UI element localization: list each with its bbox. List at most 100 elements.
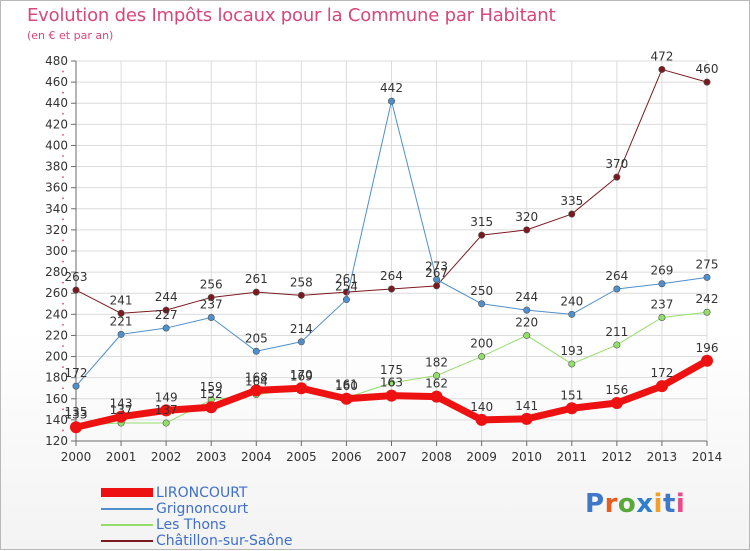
data-point-les-thons [387,379,395,387]
data-label-lironcourt: 133 [65,407,88,421]
data-label-grignoncourt: 172 [65,366,88,380]
x-tick-label: 2009 [466,450,497,464]
data-label-les-thons: 200 [470,337,493,351]
y-minor-tick [62,323,64,326]
y-minor-tick [62,176,64,179]
logo-letter: o [617,489,637,519]
legend-label: Châtillon-sur-Saône [156,533,293,549]
data-point-lironcourt [610,397,623,409]
data-point-ch-tillon-sur-sa-ne [613,173,621,181]
y-tick-label: 200 [45,350,68,364]
chart-title: Evolution des Impôts locaux pour la Comm… [27,5,556,26]
y-tick-label: 380 [45,160,68,174]
data-point-lironcourt [340,392,353,405]
x-tick-label: 2011 [557,450,588,464]
y-minor-tick [62,112,64,115]
data-point-ch-tillon-sur-sa-ne [162,306,170,314]
data-label-ch-tillon-sur-sa-ne: 258 [290,275,313,289]
y-tick-label: 240 [45,307,68,321]
data-point-ch-tillon-sur-sa-ne [207,293,215,301]
data-point-ch-tillon-sur-sa-ne [478,231,486,239]
x-tick-label: 2008 [421,450,452,464]
data-label-ch-tillon-sur-sa-ne: 472 [650,49,673,63]
legend-swatch-chatillon [101,540,153,542]
data-label-lironcourt: 172 [650,366,673,380]
data-point-grignoncourt [252,347,260,355]
y-minor-tick [62,70,64,73]
data-label-les-thons: 137 [155,403,178,417]
y-minor-tick [62,429,64,432]
data-label-grignoncourt: 227 [155,308,178,322]
y-tick-label: 300 [45,244,68,258]
data-label-les-thons: 242 [696,292,719,306]
data-label-ch-tillon-sur-sa-ne: 261 [245,272,268,286]
data-point-lironcourt [250,384,263,397]
y-minor-tick [62,281,64,284]
data-point-ch-tillon-sur-sa-ne [703,78,711,86]
y-tick-label: 280 [45,265,68,279]
data-label-les-thons: 137 [110,403,133,417]
data-point-grignoncourt [568,310,576,318]
y-tick-label: 400 [45,138,68,152]
y-minor-tick [62,133,64,136]
x-tick-label: 2003 [196,450,227,464]
data-label-grignoncourt: 244 [515,290,538,304]
data-label-grignoncourt: 250 [470,284,493,298]
data-point-grignoncourt [207,313,215,321]
data-label-grignoncourt: 240 [560,294,583,308]
data-label-lironcourt: 156 [605,383,628,397]
proxiti-logo: Proxiti [585,489,685,519]
data-point-lironcourt [520,412,533,425]
data-label-grignoncourt: 442 [380,81,403,95]
data-label-les-thons: 175 [380,363,403,377]
data-point-ch-tillon-sur-sa-ne [72,286,80,294]
data-label-lironcourt: 149 [155,390,178,404]
y-tick-label: 320 [45,223,68,237]
data-label-grignoncourt: 254 [335,280,358,294]
y-tick-label: 360 [45,181,68,195]
y-tick-label: 220 [45,328,68,342]
y-minor-tick [62,345,64,347]
data-label-ch-tillon-sur-sa-ne: 315 [470,215,493,229]
legend-swatch-les-thons [101,524,153,526]
x-tick-label: 2006 [331,450,362,464]
series-lines [70,65,713,434]
data-point-lironcourt [385,389,398,402]
data-point-ch-tillon-sur-sa-ne [433,282,441,290]
data-point-lironcourt [205,401,218,414]
data-point-les-thons [613,341,621,349]
data-point-grignoncourt [387,97,395,105]
data-label-grignoncourt: 214 [290,322,313,336]
data-point-lironcourt [70,421,82,434]
data-labels: 263 241 244 256 261 258 261 264 267 315 320 335 370 4… [65,49,719,421]
data-label-grignoncourt: 221 [110,314,133,328]
data-label-les-thons: 161 [335,378,358,392]
legend-label: LIRONCOURT [156,485,248,501]
y-tick-label: 180 [45,371,68,385]
data-point-les-thons [162,419,170,427]
x-tick-label: 2005 [286,450,317,464]
data-label-lironcourt: 151 [560,388,583,402]
data-point-ch-tillon-sur-sa-ne [117,309,125,317]
data-point-ch-tillon-sur-sa-ne [658,65,666,73]
logo-letter: i [675,489,686,519]
data-point-grignoncourt [433,275,441,283]
data-label-lironcourt: 196 [696,341,719,355]
x-tick-label: 2012 [602,450,633,464]
y-minor-tick [62,408,64,411]
data-label-grignoncourt: 205 [245,331,268,345]
data-point-grignoncourt [72,382,80,390]
y-minor-tick [62,387,64,390]
data-point-les-thons [703,308,711,316]
y-tick-label: 460 [45,75,68,89]
data-label-ch-tillon-sur-sa-ne: 244 [155,290,178,304]
data-label-grignoncourt: 275 [696,257,719,271]
data-point-grignoncourt [117,330,125,338]
legend-label: Grignoncourt [156,501,249,517]
data-label-lironcourt: 170 [290,368,313,382]
data-point-grignoncourt [523,306,531,314]
data-point-ch-tillon-sur-sa-ne [568,210,576,218]
logo-letter: t [662,489,676,519]
